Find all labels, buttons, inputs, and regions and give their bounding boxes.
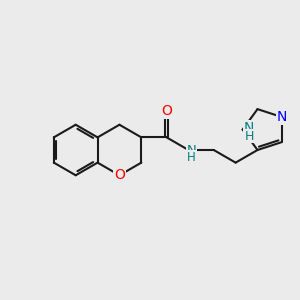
Text: H: H [244,130,254,142]
Text: O: O [114,168,125,182]
Text: N: N [187,143,196,157]
Text: H: H [187,151,196,164]
Text: N: N [244,121,254,135]
Text: N: N [276,110,287,124]
Text: O: O [161,104,172,118]
